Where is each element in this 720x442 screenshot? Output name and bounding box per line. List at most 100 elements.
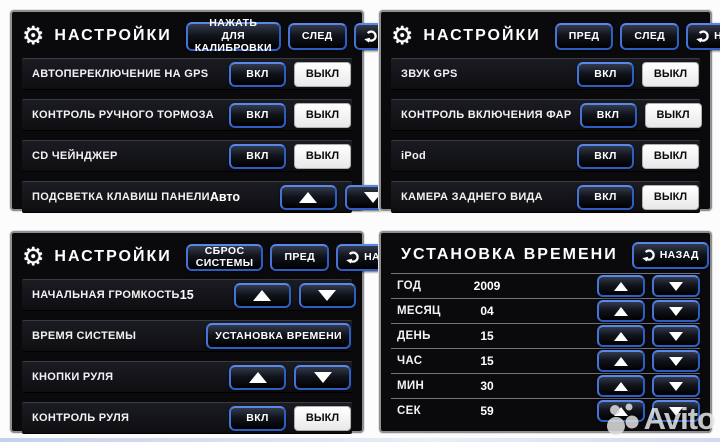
on-button[interactable]: ВКЛ <box>577 143 634 169</box>
gear-icon: ⚙ <box>391 21 414 50</box>
calibrate-button[interactable]: НАЖАТЬ ДЛЯ КАЛИБРОВКИ <box>185 17 281 54</box>
off-button[interactable]: ВЫКЛ <box>644 102 702 128</box>
up-button[interactable] <box>597 375 645 397</box>
up-button[interactable] <box>229 364 286 390</box>
time-label: МИН <box>397 380 425 392</box>
time-value: 2009 <box>473 279 501 293</box>
time-label: ЧАС <box>397 355 423 367</box>
back-arrow-icon <box>696 29 709 43</box>
down-triangle-icon <box>669 306 683 316</box>
row-auto-gps: АВТОПЕРЕКЛЮЧЕНИЕ НА GPS ВКЛ ВЫКЛ <box>22 58 352 90</box>
setting-value: Авто <box>209 190 240 204</box>
up-triangle-icon <box>614 331 628 341</box>
system-reset-button[interactable]: СБРОС СИСТЕМЫ <box>185 243 264 271</box>
time-label: ДЕНЬ <box>397 330 431 342</box>
on-button[interactable]: ВКЛ <box>229 143 286 169</box>
on-button[interactable]: ВКЛ <box>229 102 286 128</box>
off-button[interactable]: ВЫКЛ <box>642 184 699 210</box>
back-button[interactable]: НАЗАД <box>631 241 709 269</box>
panel-time-setup: УСТАНОВКА ВРЕМЕНИ НАЗАД ГОД 2009 МЕСЯЦ 0… <box>379 231 712 433</box>
down-button[interactable] <box>294 364 351 390</box>
up-button[interactable] <box>597 325 645 347</box>
up-triangle-icon <box>614 356 628 366</box>
row-month: МЕСЯЦ 04 <box>391 299 700 324</box>
row-rear-camera: КАМЕРА ЗАДНЕГО ВИДА ВКЛ ВЫКЛ <box>391 181 700 213</box>
prev-button[interactable]: ПРЕД <box>554 22 614 50</box>
off-button[interactable]: ВЫКЛ <box>642 61 699 87</box>
row-cd-changer: CD ЧЕЙНДЖЕР ВКЛ ВЫКЛ <box>22 140 352 172</box>
gear-icon: ⚙ <box>22 242 45 271</box>
row-year: ГОД 2009 <box>391 274 700 299</box>
up-triangle-icon <box>253 289 272 301</box>
time-label: ГОД <box>397 280 422 292</box>
up-button[interactable] <box>233 282 291 308</box>
row-day: ДЕНЬ 15 <box>391 324 700 349</box>
down-button[interactable] <box>652 400 700 422</box>
calibrate-label-line2: ДЛЯ КАЛИБРОВКИ <box>194 29 272 55</box>
row-hour: ЧАС 15 <box>391 349 700 374</box>
gear-icon: ⚙ <box>22 21 45 50</box>
down-button[interactable] <box>652 325 700 347</box>
setting-label: ПОДСВЕТКА КЛАВИШ ПАНЕЛИ <box>32 191 210 203</box>
up-triangle-icon <box>614 281 628 291</box>
off-button[interactable]: ВЫКЛ <box>294 61 351 87</box>
back-label: НАЗАД <box>659 249 699 261</box>
off-button[interactable]: ВЫКЛ <box>294 143 351 169</box>
time-value: 15 <box>480 354 494 368</box>
on-button[interactable]: ВКЛ <box>229 61 286 87</box>
down-triangle-icon <box>669 356 683 366</box>
down-button[interactable] <box>652 300 700 322</box>
bottom-edge-strip <box>0 438 720 442</box>
setting-label: КАМЕРА ЗАДНЕГО ВИДА <box>401 191 543 203</box>
time-value: 15 <box>480 329 494 343</box>
row-headlight-control: КОНТРОЛЬ ВКЛЮЧЕНИЯ ФАР ВКЛ ВЫКЛ <box>391 99 702 131</box>
page-title: НАСТРОЙКИ <box>54 248 172 265</box>
back-button[interactable]: НАЗАД <box>686 22 720 50</box>
back-label: НАЗАД <box>714 30 720 42</box>
next-button[interactable]: СЛЕД <box>620 22 680 50</box>
off-button[interactable]: ВЫКЛ <box>642 143 699 169</box>
up-button[interactable] <box>597 350 645 372</box>
row-gps-sound: ЗВУК GPS ВКЛ ВЫКЛ <box>391 58 700 90</box>
up-triangle-icon <box>614 306 628 316</box>
settings-rows: НАЧАЛЬНАЯ ГРОМКОСТЬ 15 ВРЕМЯ СИСТЕМЫ УСТ… <box>22 279 356 434</box>
time-setup-button[interactable]: УСТАНОВКА ВРЕМЕНИ <box>206 323 351 349</box>
next-button[interactable]: СЛЕД <box>287 22 347 50</box>
setting-value: 15 <box>179 288 194 302</box>
down-triangle-icon <box>364 191 383 203</box>
back-arrow-icon <box>363 29 377 43</box>
setting-label: iPod <box>401 150 427 162</box>
down-button[interactable] <box>298 282 356 308</box>
row-ipod: iPod ВКЛ ВЫКЛ <box>391 140 700 172</box>
down-triangle-icon <box>313 371 332 383</box>
prev-button[interactable]: ПРЕД <box>270 243 330 271</box>
down-triangle-icon <box>669 331 683 341</box>
off-button[interactable]: ВЫКЛ <box>294 405 351 431</box>
page-title: НАСТРОЙКИ <box>423 27 541 44</box>
off-button[interactable]: ВЫКЛ <box>294 102 351 128</box>
row-key-backlight: ПОДСВЕТКА КЛАВИШ ПАНЕЛИ Авто <box>22 181 402 213</box>
up-button[interactable] <box>597 400 645 422</box>
up-button[interactable] <box>597 300 645 322</box>
on-button[interactable]: ВКЛ <box>229 405 286 431</box>
on-button[interactable]: ВКЛ <box>579 102 637 128</box>
on-button[interactable]: ВКЛ <box>577 61 634 87</box>
down-button[interactable] <box>652 350 700 372</box>
time-value: 30 <box>480 379 494 393</box>
back-arrow-icon <box>641 248 655 262</box>
down-button[interactable] <box>652 375 700 397</box>
down-button[interactable] <box>652 275 700 297</box>
setting-label: АВТОПЕРЕКЛЮЧЕНИЕ НА GPS <box>32 68 209 80</box>
back-arrow-icon <box>346 250 359 264</box>
panel-settings-page2: ⚙ НАСТРОЙКИ ПРЕД СЛЕД НАЗАД ЗВУК GPS ВКЛ… <box>379 10 720 213</box>
calibrate-label-line1: НАЖАТЬ <box>209 17 258 30</box>
up-button[interactable] <box>279 184 337 210</box>
up-button[interactable] <box>597 275 645 297</box>
panel-header: ⚙ НАСТРОЙКИ ПРЕД СЛЕД НАЗАД <box>391 18 720 54</box>
setting-label: ЗВУК GPS <box>401 68 458 80</box>
up-triangle-icon <box>614 381 628 391</box>
down-triangle-icon <box>669 281 683 291</box>
setting-label: КОНТРОЛЬ РУЛЯ <box>32 412 130 424</box>
on-button[interactable]: ВКЛ <box>577 184 634 210</box>
